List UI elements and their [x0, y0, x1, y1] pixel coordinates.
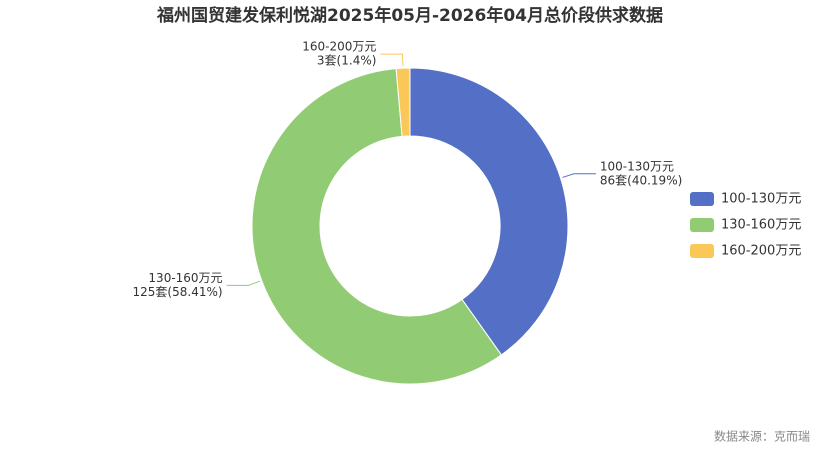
slice-value-label: 3套(1.4%)	[317, 54, 377, 68]
legend-label: 100-130万元	[721, 192, 801, 207]
legend-swatch	[690, 192, 714, 206]
legend-swatch	[690, 244, 714, 258]
slice-label: 100-130万元	[600, 159, 674, 173]
donut-slice	[251, 68, 503, 385]
chart-title: 福州国贸建发保利悦湖2025年05月-2026年04月总价段供求数据	[156, 5, 663, 26]
slice-label: 130-160万元	[148, 271, 222, 285]
donut-slice	[409, 67, 569, 356]
slice-label: 160-200万元	[302, 40, 376, 54]
legend-label: 130-160万元	[721, 218, 801, 233]
leader-line	[226, 280, 261, 286]
leader-line	[380, 53, 404, 67]
leader-line	[562, 173, 596, 178]
slice-value-label: 86套(40.19%)	[600, 173, 682, 187]
slice-value-label: 125套(58.41%)	[133, 285, 223, 299]
source-note: 数据来源：克而瑞	[714, 429, 810, 444]
legend-label: 160-200万元	[721, 244, 801, 259]
donut-slice	[395, 67, 411, 137]
legend-swatch	[690, 218, 714, 232]
